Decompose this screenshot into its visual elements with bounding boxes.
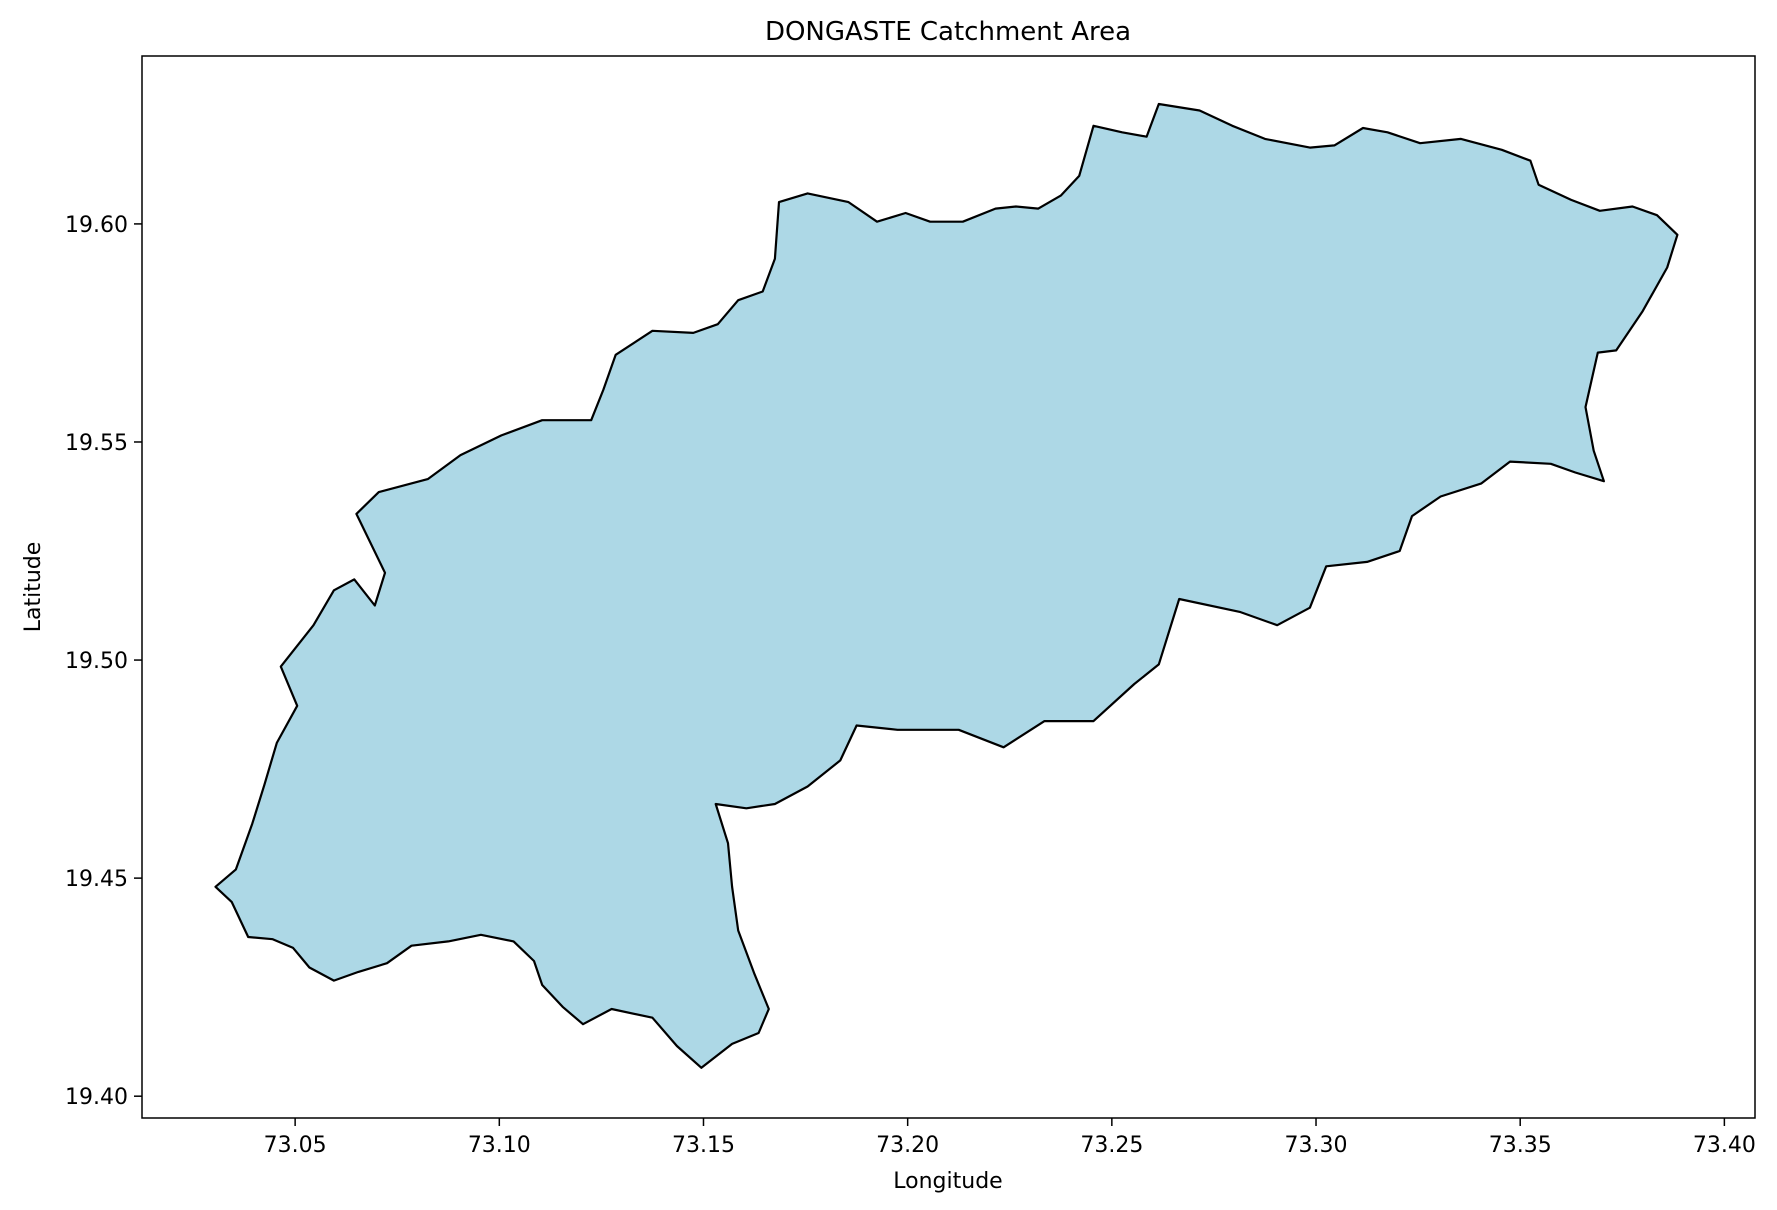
y-tick-label: 19.60: [65, 213, 128, 238]
x-tick-label: 73.20: [876, 1133, 939, 1158]
x-axis-ticks: 73.05 73.10 73.15 73.20 73.25 73.30 73.35 73.40: [264, 1118, 1756, 1158]
y-tick-label: 19.50: [65, 649, 128, 674]
x-tick-label: 73.15: [672, 1133, 735, 1158]
y-tick-label: 19.55: [65, 431, 128, 456]
x-tick-label: 73.40: [1693, 1133, 1756, 1158]
y-tick-label: 19.40: [65, 1085, 128, 1110]
y-tick-label: 19.45: [65, 867, 128, 892]
axes-frame: [141, 55, 1756, 1119]
x-tick-label: 73.25: [1080, 1133, 1143, 1158]
chart-title: DONGASTE Catchment Area: [765, 17, 1131, 47]
plot-area: [214, 102, 1679, 1069]
y-axis-label: Latitude: [21, 542, 46, 633]
x-tick-label: 73.05: [264, 1133, 327, 1158]
y-axis-ticks: 19.40 19.45 19.50 19.55 19.60: [65, 213, 142, 1110]
catchment-polygon: [214, 102, 1679, 1069]
x-axis-label: Longitude: [893, 1169, 1002, 1194]
x-tick-label: 73.10: [468, 1133, 531, 1158]
x-tick-label: 73.35: [1489, 1133, 1552, 1158]
x-tick-label: 73.30: [1285, 1133, 1348, 1158]
